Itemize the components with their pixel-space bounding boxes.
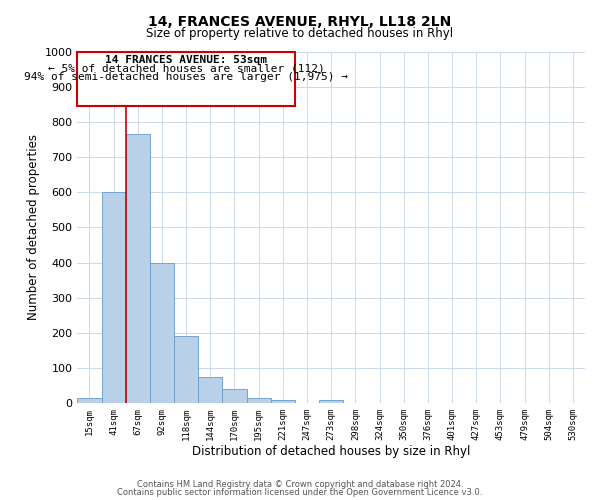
Bar — [174, 336, 198, 403]
Bar — [271, 400, 295, 403]
Bar — [101, 192, 126, 403]
Text: 94% of semi-detached houses are larger (1,975) →: 94% of semi-detached houses are larger (… — [24, 72, 348, 82]
Bar — [223, 389, 247, 403]
Text: 14 FRANCES AVENUE: 53sqm: 14 FRANCES AVENUE: 53sqm — [105, 55, 267, 65]
Bar — [77, 52, 295, 106]
Text: Contains HM Land Registry data © Crown copyright and database right 2024.: Contains HM Land Registry data © Crown c… — [137, 480, 463, 489]
Bar — [126, 134, 150, 403]
Bar — [150, 262, 174, 403]
Text: ← 5% of detached houses are smaller (112): ← 5% of detached houses are smaller (112… — [48, 64, 325, 74]
Text: Size of property relative to detached houses in Rhyl: Size of property relative to detached ho… — [146, 28, 454, 40]
X-axis label: Distribution of detached houses by size in Rhyl: Distribution of detached houses by size … — [192, 444, 470, 458]
Bar — [198, 377, 223, 403]
Bar — [77, 398, 101, 403]
Text: 14, FRANCES AVENUE, RHYL, LL18 2LN: 14, FRANCES AVENUE, RHYL, LL18 2LN — [148, 15, 452, 29]
Text: Contains public sector information licensed under the Open Government Licence v3: Contains public sector information licen… — [118, 488, 482, 497]
Bar — [247, 398, 271, 403]
Bar — [319, 400, 343, 403]
Y-axis label: Number of detached properties: Number of detached properties — [28, 134, 40, 320]
